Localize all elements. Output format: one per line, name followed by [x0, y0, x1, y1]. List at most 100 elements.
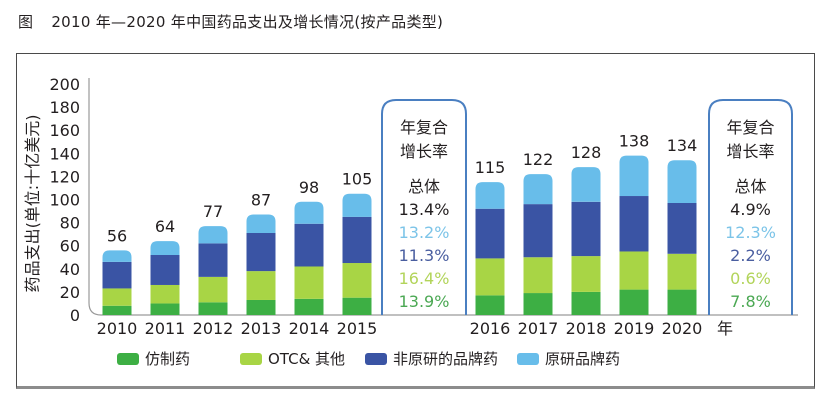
cagr-rate-value: 0.6% — [730, 269, 771, 288]
axis-line — [88, 78, 798, 316]
cagr-box — [381, 99, 467, 315]
bar-segment — [246, 271, 276, 300]
x-tick-label: 2010 — [97, 319, 138, 338]
figure-title-text: 2010 年—2020 年中国药品支出及增长情况(按产品类型) — [51, 13, 444, 31]
bar-total-label: 122 — [523, 150, 554, 169]
x-tick-label: 2020 — [662, 319, 703, 338]
y-tick-label: 100 — [49, 191, 80, 210]
bar-segment — [294, 223, 324, 267]
bar-segment — [523, 174, 553, 205]
cagr-overall-label: 总体 — [408, 177, 440, 196]
bar-segment — [198, 276, 228, 303]
bar-segment — [150, 254, 180, 285]
cagr-rate-value: 7.8% — [730, 292, 771, 311]
cagr-rate-value: 12.3% — [725, 223, 776, 242]
bar-segment — [475, 182, 505, 209]
cagr-rate-value: 13.4% — [399, 200, 450, 219]
legend-label-original-brand: 原研品牌药 — [545, 350, 621, 368]
bar-segment — [198, 302, 228, 315]
bar-segment — [294, 298, 324, 315]
bar-segment — [475, 208, 505, 259]
bar-segment — [102, 288, 132, 306]
bar-segment — [523, 257, 553, 294]
bar-total-label: 134 — [667, 136, 698, 155]
bar-segment — [342, 216, 372, 264]
bar-segment — [342, 193, 372, 217]
bar-segment — [294, 201, 324, 224]
bar-segment — [619, 251, 649, 290]
legend-label-non-original-brand: 非原研的品牌药 — [393, 350, 499, 368]
y-tick-label: 200 — [49, 75, 80, 94]
cagr-heading-line2: 增长率 — [726, 142, 774, 161]
x-tick-label: 2016 — [470, 319, 511, 338]
cagr-rate-value: 4.9% — [730, 200, 771, 219]
bar-segment — [102, 261, 132, 289]
legend-swatch-otc — [240, 352, 262, 365]
bar-segment — [246, 299, 276, 315]
x-axis-label: 年 — [717, 319, 733, 338]
x-tick-label: 2014 — [289, 319, 330, 338]
x-tick-label: 2015 — [337, 319, 378, 338]
bar-segment — [667, 160, 697, 203]
y-tick-label: 80 — [60, 214, 80, 233]
bar-segment — [246, 232, 276, 272]
cagr-rate-value: 11.3% — [399, 246, 450, 265]
bar-total-label: 87 — [251, 191, 271, 210]
bar-segment — [102, 250, 132, 262]
bar-segment — [619, 289, 649, 315]
bar-segment — [619, 196, 649, 252]
bar-segment — [150, 241, 180, 255]
legend-item-original-brand: 原研品牌药 — [517, 348, 620, 369]
x-tick-label: 2017 — [518, 319, 559, 338]
legend-swatch-original-brand — [517, 352, 539, 365]
y-axis-label: 药品支出(单位:十亿美元) — [23, 115, 42, 293]
bar-segment — [619, 155, 649, 197]
bar-segment — [342, 297, 372, 315]
y-tick-label: 20 — [60, 283, 80, 302]
bar-total-label: 64 — [155, 217, 175, 236]
cagr-heading-line1: 年复合 — [400, 118, 448, 137]
bar-segment — [246, 214, 276, 233]
legend: 仿制药 OTC& 其他 非原研的品牌药 原研品牌药 — [0, 348, 831, 372]
legend-swatch-generic — [117, 352, 139, 365]
bar-segment — [667, 253, 697, 290]
bar-segment — [342, 263, 372, 298]
legend-item-non-original-brand: 非原研的品牌药 — [365, 348, 498, 369]
y-tick-label: 180 — [49, 98, 80, 117]
bar-total-label: 56 — [107, 226, 127, 245]
bar-segment — [667, 289, 697, 315]
bar-segment — [475, 295, 505, 315]
cagr-overall-label: 总体 — [734, 177, 766, 196]
bar-segment — [571, 256, 601, 292]
cagr-rate-value: 13.9% — [399, 292, 450, 311]
bar-total-label: 138 — [619, 132, 650, 151]
legend-label-otc: OTC& 其他 — [268, 350, 346, 368]
x-tick-label: 2013 — [241, 319, 282, 338]
y-tick-label: 120 — [49, 167, 80, 186]
bar-segment — [150, 303, 180, 315]
x-tick-label: 2018 — [566, 319, 607, 338]
bar-segment — [102, 305, 132, 315]
legend-label-generic: 仿制药 — [145, 350, 191, 368]
legend-swatch-non-original-brand — [365, 352, 387, 365]
bar-total-label: 77 — [203, 202, 223, 221]
cagr-rate-value: 16.4% — [399, 269, 450, 288]
cagr-heading-line2: 增长率 — [400, 142, 448, 161]
bar-total-label: 98 — [299, 178, 319, 197]
legend-item-otc: OTC& 其他 — [240, 348, 345, 369]
bar-total-label: 128 — [571, 143, 602, 162]
figure-title: 图 2010 年—2020 年中国药品支出及增长情况(按产品类型) — [18, 11, 443, 32]
bar-segment — [523, 204, 553, 258]
bar-segment — [667, 202, 697, 254]
cagr-heading-line1: 年复合 — [726, 118, 774, 137]
legend-item-generic: 仿制药 — [117, 348, 190, 369]
bar-segment — [571, 167, 601, 202]
x-tick-label: 2011 — [145, 319, 186, 338]
y-tick-label: 40 — [60, 260, 80, 279]
bar-segment — [198, 243, 228, 277]
bar-total-label: 115 — [475, 158, 506, 177]
bar-segment — [150, 284, 180, 304]
bar-segment — [294, 266, 324, 299]
chart-frame — [16, 53, 815, 389]
